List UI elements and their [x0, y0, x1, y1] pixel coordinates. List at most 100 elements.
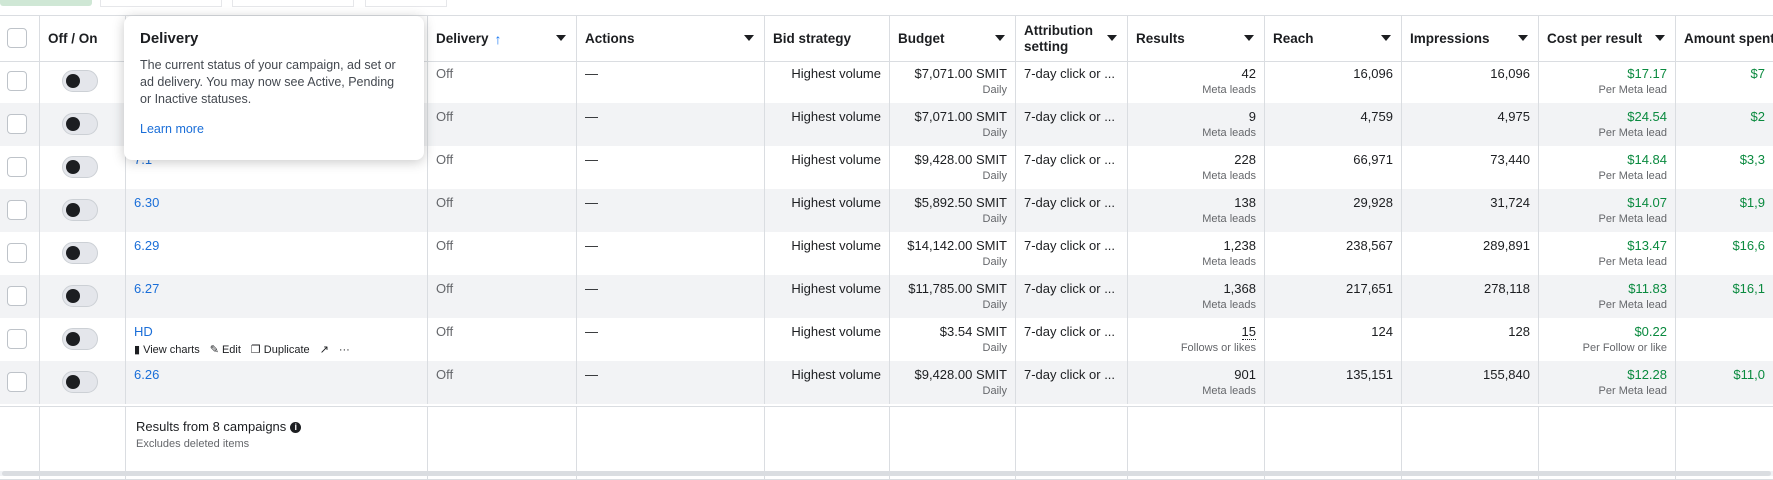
select-all-checkbox[interactable]	[7, 28, 27, 48]
reach-cell: 217,651	[1265, 275, 1402, 318]
row-checkbox[interactable]	[7, 157, 27, 177]
on-off-toggle[interactable]	[62, 113, 98, 135]
cost-per-result-cell: $0.22 Per Follow or like	[1539, 318, 1676, 361]
col-results[interactable]: Results	[1128, 16, 1265, 61]
actions-cell: —	[577, 146, 765, 189]
col-bid-strategy[interactable]: Bid strategy	[765, 16, 890, 61]
actions-cell: —	[577, 318, 765, 361]
budget-value: $7,071.00 SMIT	[914, 109, 1008, 124]
cost-per-result-type: Per Meta lead	[1598, 256, 1667, 268]
row-toggle-cell	[40, 232, 126, 275]
create-button-edge[interactable]	[0, 0, 92, 6]
table-row[interactable]: 7.1 Off — Highest volume $9,428.00 SMITD…	[0, 146, 1773, 189]
campaign-name-cell: 6.27	[126, 275, 428, 318]
table-row[interactable]: HD ▮ View charts ✎ Edit ❐ Duplicate ↗ ··· O…	[0, 318, 1773, 361]
cost-per-result-cell: $14.84 Per Meta lead	[1539, 146, 1676, 189]
edit-action[interactable]: ✎ Edit	[209, 343, 241, 357]
chevron-down-icon[interactable]	[1107, 35, 1117, 41]
scrollbar-thumb[interactable]	[2, 471, 1771, 476]
cost-per-result-value: $14.84	[1627, 152, 1667, 167]
impressions-cell: 4,975	[1402, 103, 1539, 146]
col-name[interactable]	[126, 16, 428, 61]
col-impressions[interactable]: Impressions	[1402, 16, 1539, 61]
campaign-name-link[interactable]: HD	[134, 324, 153, 339]
more-actions-button[interactable]: ···	[338, 343, 350, 356]
row-checkbox[interactable]	[7, 286, 27, 306]
budget-cell: $9,428.00 SMIT Daily	[890, 146, 1016, 189]
results-cell: 228 Meta leads	[1128, 146, 1265, 189]
cost-per-result-cell: $24.54 Per Meta lead	[1539, 103, 1676, 146]
table-row[interactable]: 6.30 Off — Highest volume $5,892.50 SMIT…	[0, 189, 1773, 232]
attribution-value: 7-day click or ...	[1024, 324, 1116, 339]
table-row[interactable]: 6.29 Off — Highest volume $14,142.00 SMI…	[0, 232, 1773, 275]
table-row[interactable]: 6.26 Off — Highest volume $9,428.00 SMIT…	[0, 361, 1773, 404]
bid-strategy-value: Highest volume	[791, 238, 881, 253]
table-row[interactable]: Off — Highest volume $7,071.00 SMIT Daily…	[0, 60, 1773, 103]
row-toggle-cell	[40, 275, 126, 318]
reach-value: 124	[1371, 324, 1393, 339]
row-select-cell	[0, 361, 40, 404]
cost-per-result-type: Per Meta lead	[1598, 213, 1667, 225]
duplicate-icon: ❐	[250, 344, 261, 356]
delivery-status: Off	[436, 281, 454, 296]
col-attribution[interactable]: Attribution setting	[1016, 16, 1128, 61]
results-type: Follows or likes	[1180, 342, 1256, 354]
col-budget[interactable]: Budget	[890, 16, 1016, 61]
budget-value: $5,892.50 SMIT	[914, 195, 1008, 210]
col-off-on[interactable]: Off / On	[40, 16, 126, 61]
chevron-down-icon[interactable]	[1655, 35, 1665, 41]
chevron-down-icon[interactable]	[556, 35, 566, 41]
campaign-name-link[interactable]: 6.30	[134, 195, 160, 210]
reach-value: 217,651	[1346, 281, 1393, 296]
learn-more-link[interactable]: Learn more	[140, 122, 204, 136]
col-actions[interactable]: Actions	[577, 16, 765, 61]
results-cell: 1,368 Meta leads	[1128, 275, 1265, 318]
info-icon[interactable]: i	[290, 422, 302, 433]
row-checkbox[interactable]	[7, 114, 27, 134]
campaign-name-link[interactable]: 6.27	[134, 281, 160, 296]
on-off-toggle[interactable]	[62, 242, 98, 264]
actions-value: —	[585, 152, 598, 167]
row-select-cell	[0, 60, 40, 103]
external-link-action[interactable]: ↗	[320, 343, 329, 356]
reach-cell: 4,759	[1265, 103, 1402, 146]
on-off-toggle[interactable]	[62, 371, 98, 393]
chevron-down-icon[interactable]	[744, 35, 754, 41]
view-charts-action[interactable]: ▮ View charts	[134, 343, 200, 357]
col-amount-spent[interactable]: Amount spent	[1684, 31, 1773, 46]
on-off-toggle[interactable]	[62, 328, 98, 350]
cost-per-result-cell: $12.28 Per Meta lead	[1539, 361, 1676, 404]
row-checkbox[interactable]	[7, 71, 27, 91]
campaign-name-link[interactable]: 6.29	[134, 238, 160, 253]
table-row[interactable]: Off — Highest volume $7,071.00 SMIT Daily…	[0, 103, 1773, 146]
delivery-cell: Off	[428, 103, 577, 146]
col-cost-per-result[interactable]: Cost per result	[1539, 16, 1676, 61]
results-cell: 901 Meta leads	[1128, 361, 1265, 404]
reach-value: 4,759	[1360, 109, 1393, 124]
footer-cell	[577, 407, 765, 479]
row-checkbox[interactable]	[7, 200, 27, 220]
on-off-toggle[interactable]	[62, 156, 98, 178]
top-strip	[0, 0, 1773, 7]
impressions-value: 278,118	[1483, 281, 1530, 296]
on-off-toggle[interactable]	[62, 285, 98, 307]
table-row[interactable]: 6.27 Off — Highest volume $11,785.00 SMI…	[0, 275, 1773, 318]
chevron-down-icon[interactable]	[1518, 35, 1528, 41]
chevron-down-icon[interactable]	[995, 35, 1005, 41]
row-checkbox[interactable]	[7, 243, 27, 263]
chevron-down-icon[interactable]	[1244, 35, 1254, 41]
col-reach[interactable]: Reach	[1265, 16, 1402, 61]
row-checkbox[interactable]	[7, 372, 27, 392]
campaign-name-link[interactable]: 6.26	[134, 367, 160, 382]
budget-period: Daily	[982, 213, 1007, 225]
duplicate-action[interactable]: ❐ Duplicate	[250, 343, 310, 357]
on-off-toggle[interactable]	[62, 70, 98, 92]
impressions-cell: 16,096	[1402, 60, 1539, 103]
on-off-toggle[interactable]	[62, 199, 98, 221]
col-delivery[interactable]: Delivery ↑	[428, 16, 577, 61]
cost-per-result-value: $17.17	[1627, 66, 1667, 81]
horizontal-scrollbar[interactable]	[0, 471, 1773, 476]
delivery-cell: Off	[428, 361, 577, 404]
chevron-down-icon[interactable]	[1381, 35, 1391, 41]
row-checkbox[interactable]	[7, 329, 27, 349]
